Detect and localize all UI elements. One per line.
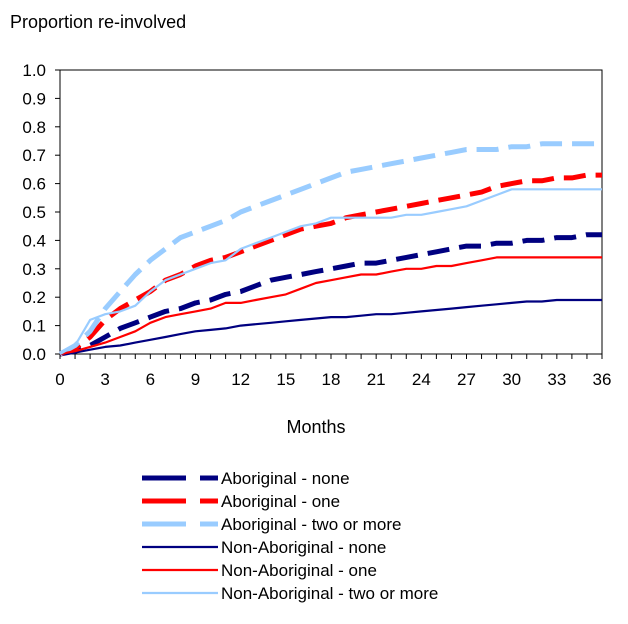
plot-frame — [59, 69, 603, 355]
y-axis-title: Proportion re-involved — [10, 12, 186, 32]
x-tick-label: 30 — [502, 370, 521, 389]
x-tick-label: 18 — [322, 370, 341, 389]
y-tick-label: 0.2 — [22, 288, 46, 307]
x-tick-label: 27 — [457, 370, 476, 389]
x-tick-label: 36 — [593, 370, 612, 389]
y-tick-label: 0.7 — [22, 146, 46, 165]
series-line-4 — [59, 298, 602, 356]
x-tick-label: 24 — [412, 370, 431, 389]
series-line-1 — [59, 232, 602, 357]
y-tick-label: 0.9 — [22, 89, 46, 108]
legend-label-6: Non-Aboriginal - two or more — [221, 584, 438, 603]
x-axis-title: Months — [286, 417, 345, 437]
y-tick-label: 0.5 — [22, 203, 46, 222]
legend: Aboriginal - none Aboriginal - one Aborigi… — [142, 469, 438, 603]
legend-label-5: Non-Aboriginal - one — [221, 561, 377, 580]
legend-label-3: Aboriginal - two or more — [221, 515, 401, 534]
legend-label-2: Aboriginal - one — [221, 492, 340, 511]
x-tick-label: 0 — [55, 370, 64, 389]
y-tick-label: 0.6 — [22, 175, 46, 194]
series-line-3 — [58, 141, 602, 357]
y-tick-label: 0.3 — [22, 260, 46, 279]
x-tick-label: 33 — [547, 370, 566, 389]
y-tick-label: 0.0 — [22, 345, 46, 364]
series-line-5 — [59, 256, 602, 356]
y-tick-label: 0.1 — [22, 317, 46, 336]
y-tick-label: 0.4 — [22, 231, 46, 250]
series-line-6 — [59, 188, 602, 355]
y-tick-label: 1.0 — [22, 61, 46, 80]
x-tick-label: 12 — [231, 370, 250, 389]
plot-area: 0.00.10.20.30.40.50.60.70.80.91.00 3 6 9 12 1… — [22, 61, 611, 389]
x-tick-label: 9 — [191, 370, 200, 389]
legend-label-1: Aboriginal - none — [221, 469, 350, 488]
x-tick-label: 6 — [146, 370, 155, 389]
legend-label-4: Non-Aboriginal - none — [221, 538, 386, 557]
x-tick-label: 15 — [276, 370, 295, 389]
y-tick-label: 0.8 — [22, 118, 46, 137]
x-tick-label: 21 — [367, 370, 386, 389]
x-tick-label: 3 — [100, 370, 109, 389]
